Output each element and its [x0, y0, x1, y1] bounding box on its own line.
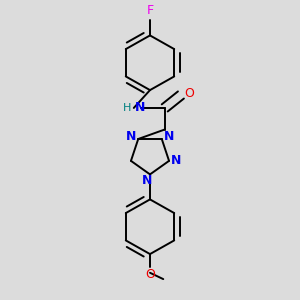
Text: H: H: [123, 103, 131, 113]
Text: N: N: [126, 130, 136, 142]
Text: O: O: [184, 87, 194, 100]
Text: N: N: [135, 101, 146, 114]
Text: N: N: [171, 154, 182, 167]
Text: N: N: [164, 130, 174, 142]
Text: O: O: [145, 268, 155, 281]
Text: F: F: [146, 4, 154, 17]
Text: N: N: [142, 174, 152, 187]
